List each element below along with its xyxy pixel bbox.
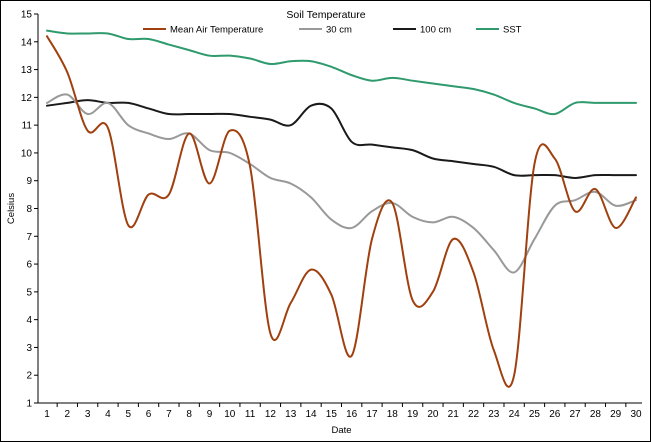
x-tick-label: 8 — [186, 409, 192, 420]
x-tick-label: 19 — [407, 409, 419, 420]
chart-title: Soil Temperature — [286, 9, 365, 21]
x-tick-label: 17 — [366, 409, 378, 420]
y-tick-label: 1 — [26, 399, 32, 410]
series-line-100-cm — [46, 99, 637, 179]
x-tick-label: 24 — [509, 409, 521, 420]
legend-item-30-cm: 30 cm — [299, 25, 352, 36]
x-tick-label: 4 — [105, 409, 111, 420]
x-tick-label: 21 — [448, 409, 460, 420]
y-tick-label: 8 — [26, 204, 32, 215]
x-tick-label: 29 — [610, 409, 622, 420]
x-tick-label: 30 — [630, 409, 642, 420]
x-tick-label: 5 — [125, 409, 131, 420]
x-tick-label: 23 — [488, 409, 500, 420]
legend-label: 100 cm — [420, 25, 451, 36]
x-tick-label: 13 — [285, 409, 297, 420]
y-tick-label: 11 — [22, 121, 33, 132]
y-tick-label: 12 — [21, 93, 33, 104]
x-tick-label: 25 — [529, 409, 541, 420]
x-tick-label: 22 — [468, 409, 480, 420]
x-tick-label: 26 — [549, 409, 561, 420]
x-tick-label: 14 — [305, 409, 317, 420]
y-tick-label: 14 — [21, 37, 33, 48]
x-tick-label: 20 — [427, 409, 439, 420]
series-line-mean-air-temperature — [46, 35, 637, 388]
y-tick-label: 7 — [26, 232, 32, 243]
y-tick-label: 2 — [26, 371, 32, 382]
x-tick-label: 16 — [346, 409, 358, 420]
x-tick-label: 11 — [245, 409, 256, 420]
legend-item-100-cm: 100 cm — [393, 25, 451, 36]
x-tick-label: 28 — [590, 409, 602, 420]
x-tick-label: 15 — [326, 409, 338, 420]
legend-label: SST — [503, 25, 522, 36]
y-tick-label: 13 — [21, 65, 33, 76]
y-tick-label: 6 — [26, 260, 32, 271]
x-tick-label: 3 — [85, 409, 91, 420]
legend-label: 30 cm — [326, 25, 352, 36]
series-line-sst — [46, 29, 637, 116]
y-tick-label: 10 — [21, 148, 33, 159]
x-axis-ticks: 1 2 3 4 5 6 7 8 9 10 11 12 13 14 15 16 17 18 19 20 21 22 23 24 2… — [44, 403, 642, 420]
legend-item-mean-air-temperature: Mean Air Temperature — [143, 25, 263, 36]
x-axis-title: Date — [331, 425, 351, 436]
y-tick-label: 15 — [21, 10, 33, 21]
legend-label: Mean Air Temperature — [170, 25, 263, 36]
x-tick-label: 1 — [44, 409, 50, 420]
legend: Mean Air Temperature 30 cm 100 cm SST — [143, 25, 522, 36]
y-tick-label: 9 — [26, 176, 32, 187]
x-tick-label: 27 — [570, 409, 582, 420]
series-line-30-cm — [46, 93, 637, 274]
x-tick-label: 12 — [265, 409, 277, 420]
y-axis-title: Celsius — [6, 193, 17, 224]
y-tick-label: 5 — [26, 287, 32, 298]
legend-item-sst: SST — [476, 25, 522, 36]
x-tick-label: 6 — [146, 409, 152, 420]
x-tick-label: 7 — [166, 409, 172, 420]
x-tick-label: 18 — [387, 409, 399, 420]
x-tick-label: 10 — [224, 409, 236, 420]
x-tick-label: 2 — [65, 409, 71, 420]
x-tick-label: 9 — [207, 409, 213, 420]
chart-title-group: Soil Temperature — [286, 9, 365, 21]
y-tick-label: 3 — [26, 343, 32, 354]
y-tick-label: 4 — [26, 315, 32, 326]
series-lines — [46, 29, 637, 388]
